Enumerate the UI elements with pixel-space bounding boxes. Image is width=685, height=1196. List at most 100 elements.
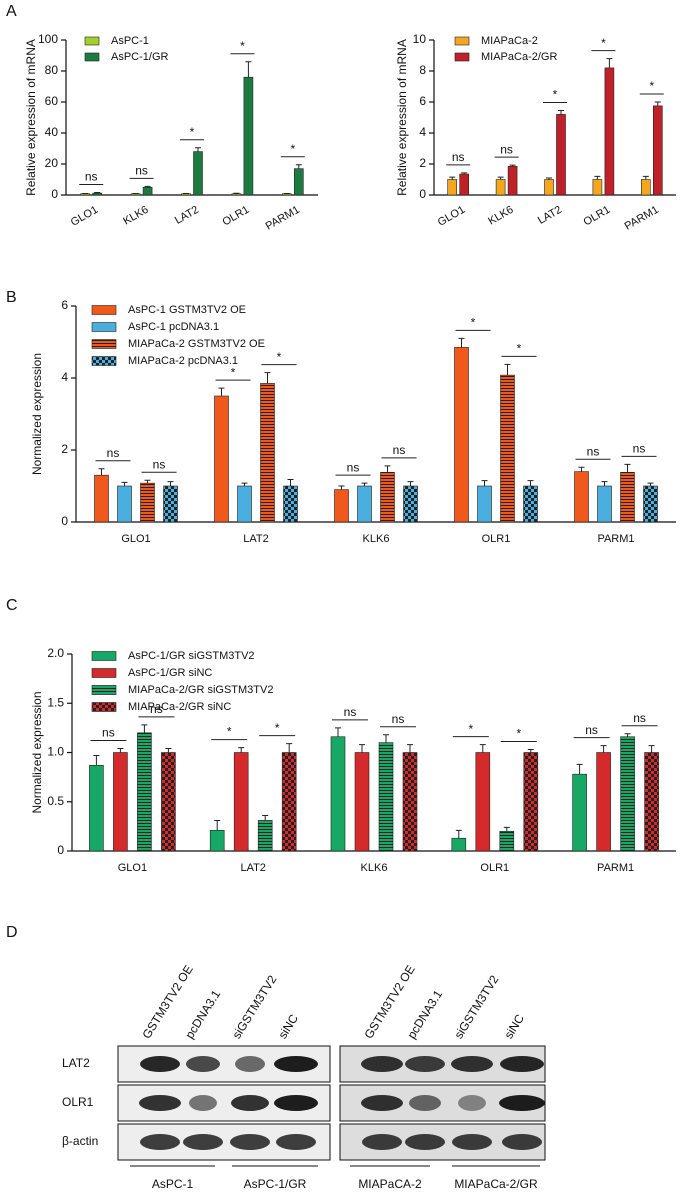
error-bar <box>504 363 511 376</box>
bar <box>459 173 470 196</box>
error-bar <box>144 479 151 484</box>
significance-label: ns <box>107 446 120 460</box>
legend-label: MIAPaCa-2/GR siGSTM3TV2 <box>128 684 273 696</box>
bar <box>499 830 515 852</box>
bar <box>572 773 587 852</box>
y-tick-label: 2 <box>419 156 426 170</box>
error-bar <box>647 482 654 486</box>
blot-band <box>451 1056 493 1072</box>
panel-label: B <box>6 289 17 306</box>
bar <box>330 736 346 852</box>
error-bar <box>606 58 613 68</box>
blot-band <box>502 1134 542 1150</box>
blot-band <box>405 1056 445 1072</box>
blot-band <box>276 1134 316 1150</box>
significance-label: * <box>275 721 280 735</box>
blot-band <box>139 1095 181 1111</box>
blot-band <box>499 1095 545 1111</box>
legend-swatch <box>84 52 100 62</box>
y-axis-label: Normalized expression <box>30 353 44 475</box>
error-bar <box>94 192 101 194</box>
row-label: LAT2 <box>62 1056 90 1070</box>
error-bar <box>214 819 221 831</box>
error-bar <box>449 176 456 180</box>
error-bar <box>546 177 552 180</box>
error-bar <box>241 482 248 486</box>
error-bar <box>558 110 564 115</box>
legend-label: MIAPaCa-2 <box>481 35 538 47</box>
blot-band <box>183 1134 223 1150</box>
error-bar <box>287 479 294 486</box>
blot-band <box>361 1095 403 1111</box>
error-bar <box>383 734 389 743</box>
significance-label: * <box>649 79 654 93</box>
legend-swatch <box>91 685 117 695</box>
error-bar <box>497 176 504 180</box>
legend-swatch <box>91 651 117 661</box>
error-bar <box>286 743 293 753</box>
legend-label: MIAPaCa-2/GR <box>481 51 557 63</box>
legend-swatch <box>91 339 117 349</box>
bar <box>281 752 297 852</box>
bar <box>597 485 612 523</box>
lane-label: pcDNA3.1 <box>182 987 223 1041</box>
blot-band <box>235 1056 265 1072</box>
x-tick-label: GLO1 <box>118 862 147 874</box>
error-bar <box>503 826 510 832</box>
y-tick-label: 4 <box>61 370 68 384</box>
legend-label: AsPC-1/GR siNC <box>128 667 212 679</box>
bar <box>500 374 515 523</box>
error-bar <box>141 724 148 733</box>
y-tick-label: 1.0 <box>47 745 64 759</box>
x-tick-label: GLO1 <box>436 204 467 229</box>
error-bar <box>407 744 413 753</box>
significance-label: ns <box>153 457 166 471</box>
bar <box>640 179 651 196</box>
bar <box>596 752 611 852</box>
y-tick-label: 100 <box>38 32 58 46</box>
bar <box>231 193 242 196</box>
bar <box>495 179 506 196</box>
y-tick-label: 6 <box>419 94 426 108</box>
y-tick-label: 0 <box>57 843 64 857</box>
error-bar <box>601 481 608 486</box>
bar <box>402 752 418 852</box>
blot-band <box>230 1134 270 1150</box>
error-bar <box>481 480 488 486</box>
error-bar <box>121 481 128 486</box>
bar <box>477 485 492 523</box>
significance-label: ns <box>587 444 600 458</box>
legend-label: AsPC-1 GSTM3TV2 OE <box>128 304 246 316</box>
x-tick-label: PARM1 <box>623 204 661 233</box>
significance-label: * <box>290 142 295 156</box>
error-bar <box>648 745 655 753</box>
significance-label: * <box>227 725 232 739</box>
bar <box>357 485 372 523</box>
bar <box>403 485 418 523</box>
legend-swatch <box>454 52 470 62</box>
significance-label: ns <box>500 142 513 156</box>
error-bar <box>98 468 105 476</box>
bar <box>620 472 635 523</box>
row-label: β-actin <box>62 1134 98 1148</box>
group-label: MIAPaCa-2/GR <box>454 1177 538 1191</box>
y-axis-label: Relative expression of mRNA <box>395 39 409 196</box>
error-bar <box>600 745 607 753</box>
bar <box>193 151 203 196</box>
x-tick-label: OLR1 <box>581 204 612 229</box>
y-tick-label: 40 <box>45 125 59 139</box>
error-bar <box>359 744 365 753</box>
error-bar <box>642 175 649 180</box>
significance-label: * <box>601 36 606 50</box>
error-bar <box>455 829 462 839</box>
y-tick-label: 2.0 <box>47 646 64 660</box>
x-tick-label: PARM1 <box>597 862 634 874</box>
error-bar <box>654 101 661 106</box>
x-tick-label: OLR1 <box>220 204 251 229</box>
x-tick-label: KLK6 <box>121 204 150 228</box>
bar <box>380 472 395 523</box>
significance-label: ns <box>452 150 465 164</box>
legend-label: MIAPaCa-2 GSTM3TV2 OE <box>128 338 265 350</box>
error-bar <box>93 754 100 766</box>
